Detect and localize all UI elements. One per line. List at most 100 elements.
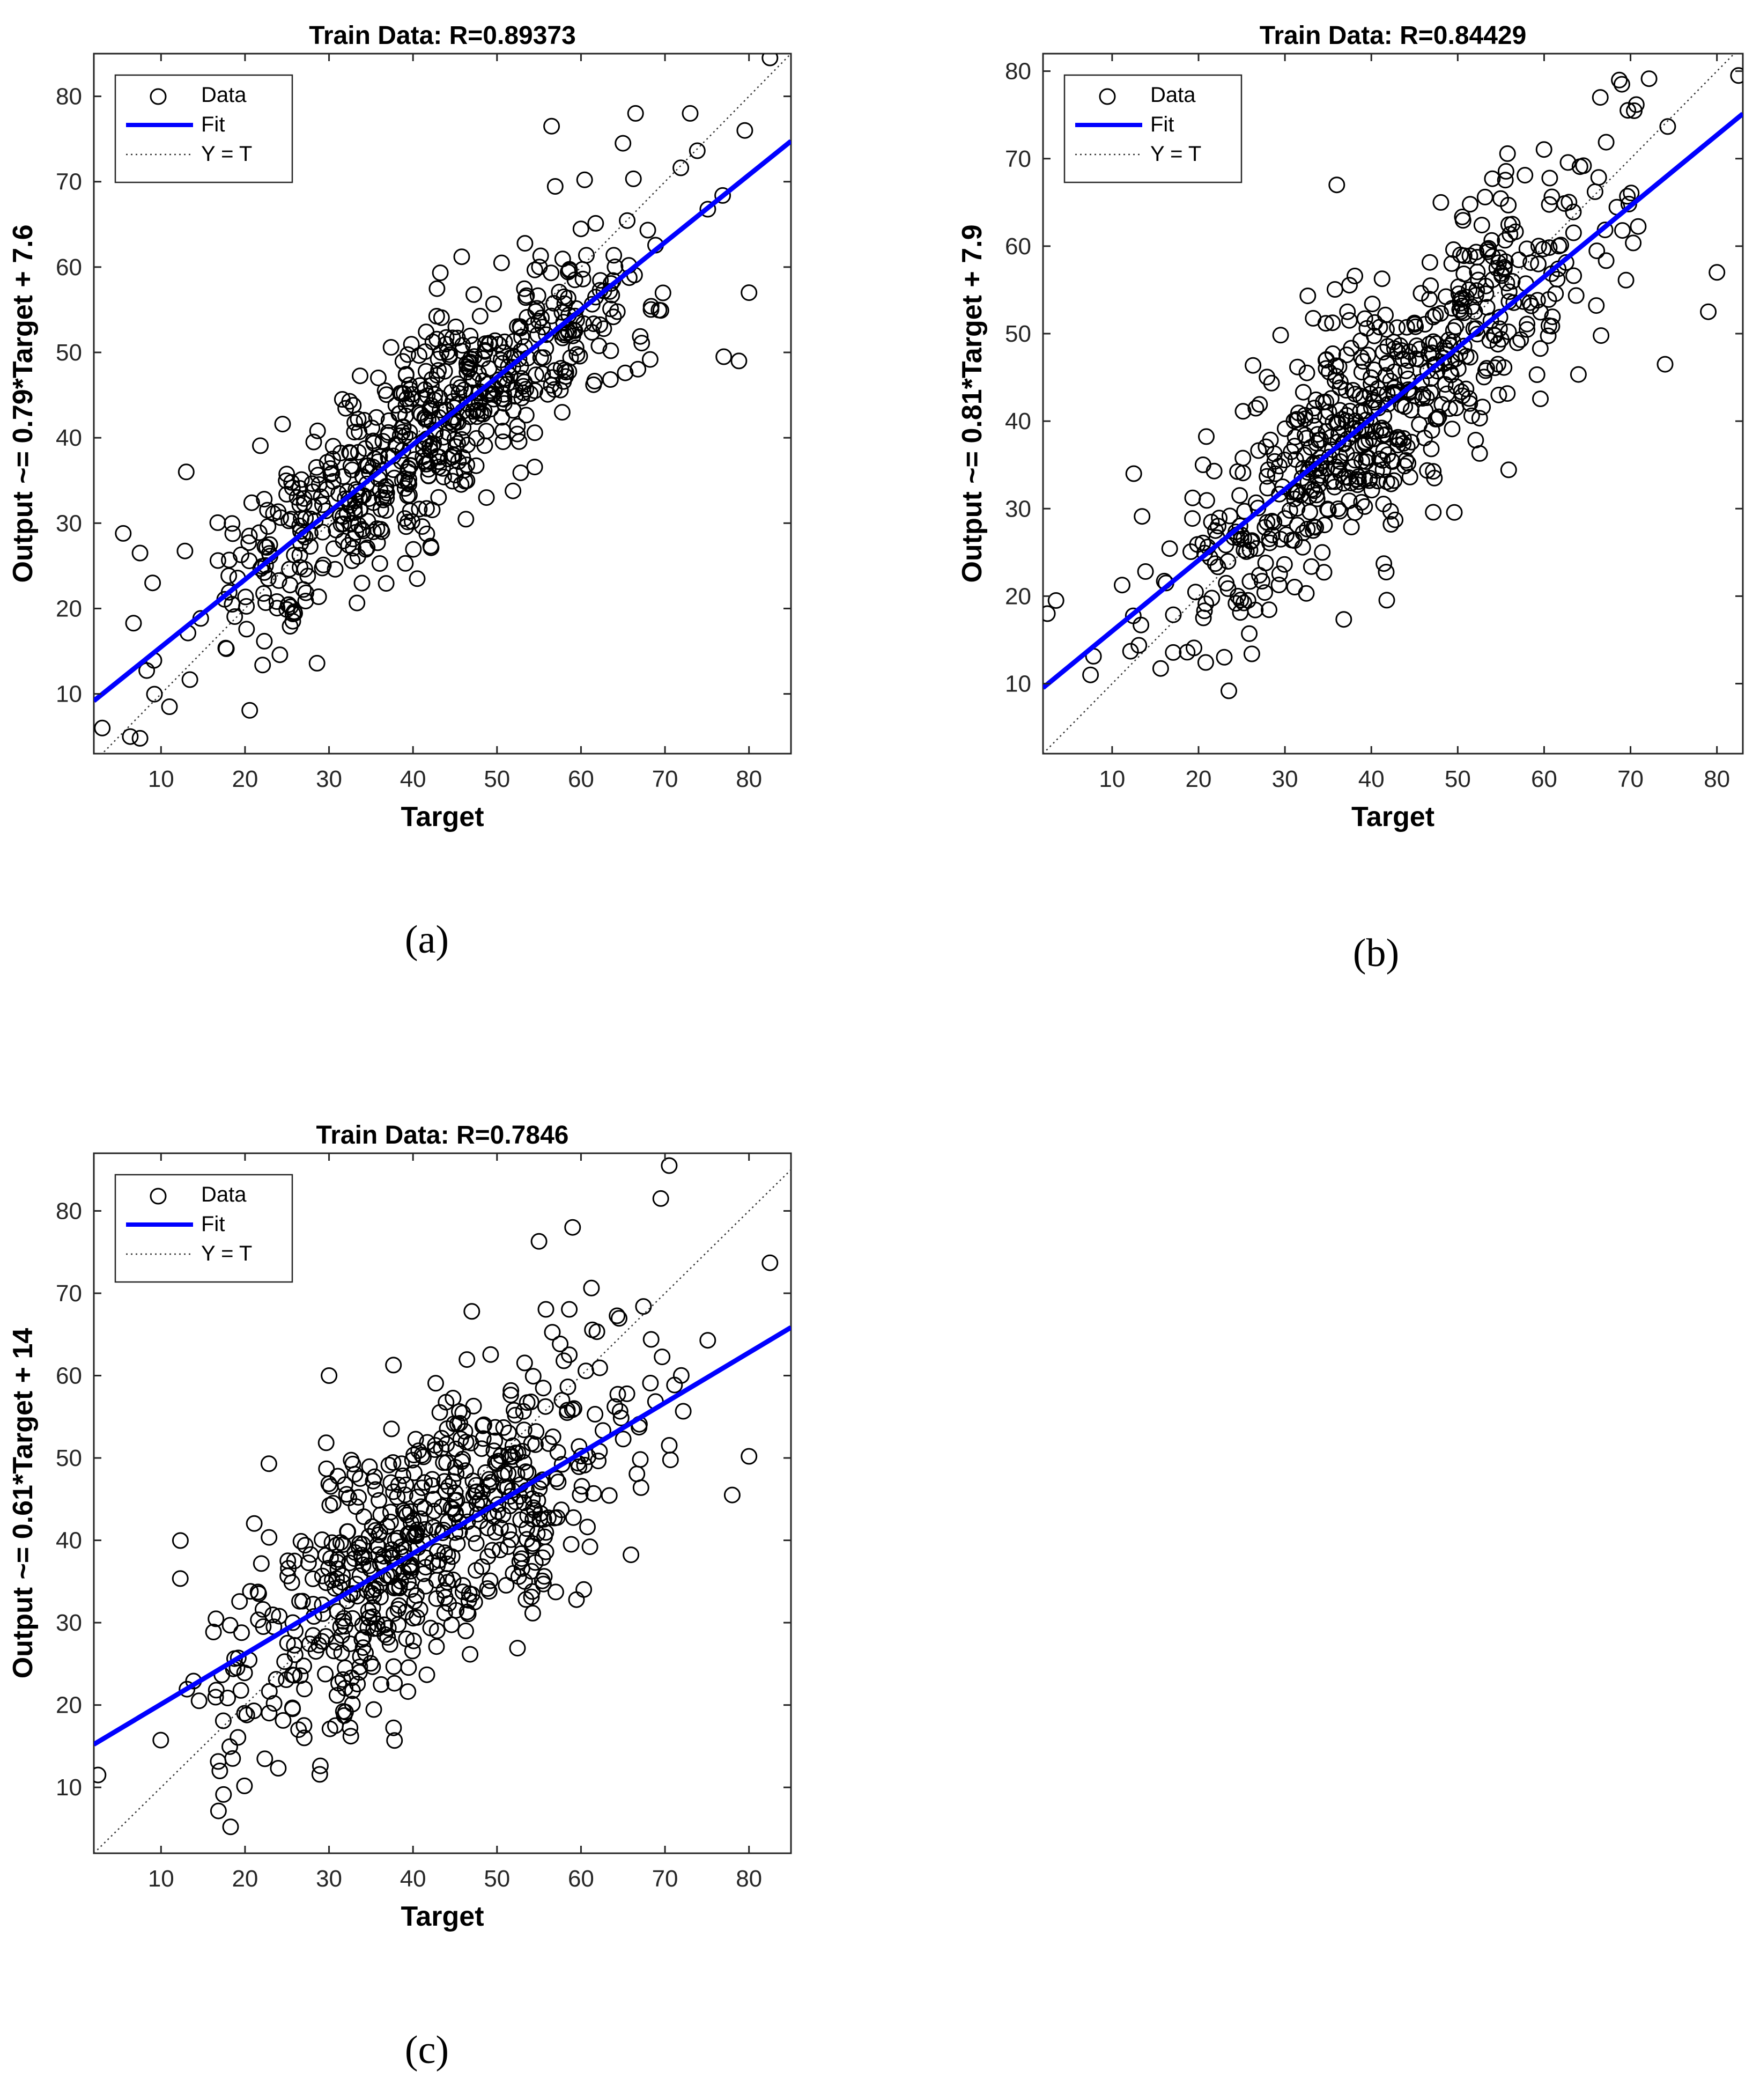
data-point bbox=[347, 524, 364, 541]
data-point bbox=[1532, 304, 1549, 321]
data-point bbox=[1571, 158, 1588, 175]
data-point bbox=[400, 1525, 417, 1542]
data-point bbox=[1617, 271, 1635, 289]
data-point bbox=[255, 585, 272, 602]
data-point bbox=[341, 393, 358, 410]
data-point bbox=[464, 403, 482, 420]
data-point bbox=[1570, 366, 1587, 383]
data-point bbox=[416, 1521, 433, 1538]
data-point bbox=[586, 373, 603, 389]
data-point bbox=[425, 435, 442, 452]
data-point bbox=[529, 1492, 546, 1509]
data-point bbox=[376, 1626, 394, 1643]
data-point bbox=[1509, 334, 1526, 351]
data-point bbox=[1179, 644, 1196, 661]
data-point bbox=[453, 476, 470, 493]
data-point bbox=[1613, 76, 1630, 93]
data-point bbox=[1588, 297, 1605, 314]
data-point bbox=[1316, 517, 1333, 534]
data-point bbox=[1389, 319, 1406, 336]
data-point bbox=[295, 1717, 313, 1734]
data-point bbox=[609, 303, 626, 320]
data-point bbox=[290, 1721, 307, 1738]
data-point bbox=[1364, 296, 1381, 313]
data-point bbox=[494, 423, 512, 439]
data-point bbox=[1356, 498, 1373, 515]
data-point bbox=[224, 596, 241, 613]
data-point bbox=[468, 1535, 485, 1552]
data-point bbox=[1598, 134, 1615, 151]
data-point bbox=[1272, 327, 1289, 344]
data-point bbox=[401, 424, 418, 441]
data-point bbox=[530, 1233, 548, 1250]
data-point bbox=[377, 482, 394, 498]
data-point bbox=[271, 646, 289, 664]
data-point bbox=[1497, 232, 1514, 249]
data-point bbox=[1489, 356, 1506, 373]
data-point bbox=[1659, 118, 1676, 135]
data-point bbox=[295, 495, 313, 512]
plot-area bbox=[94, 1157, 791, 1853]
data-point bbox=[379, 1629, 396, 1646]
data-point bbox=[524, 316, 542, 334]
legend-label: Y = T bbox=[1150, 142, 1201, 166]
data-point bbox=[1253, 573, 1270, 590]
x-tick-label: 60 bbox=[568, 1866, 594, 1892]
data-point bbox=[1477, 285, 1495, 303]
data-point bbox=[1402, 402, 1419, 419]
data-point bbox=[512, 1511, 529, 1528]
legend-box bbox=[114, 74, 293, 183]
data-point bbox=[1357, 435, 1374, 452]
data-point bbox=[1278, 526, 1295, 543]
data-point bbox=[280, 512, 298, 529]
data-point bbox=[652, 1190, 669, 1207]
data-point bbox=[1469, 326, 1486, 343]
data-point bbox=[433, 309, 450, 326]
data-point bbox=[1497, 163, 1514, 180]
data-point bbox=[507, 1406, 524, 1424]
data-point bbox=[144, 574, 161, 592]
data-point bbox=[642, 298, 660, 315]
data-point bbox=[560, 363, 578, 380]
data-point bbox=[1478, 360, 1495, 377]
data-point bbox=[211, 1763, 228, 1779]
data-point bbox=[344, 1610, 361, 1627]
data-point bbox=[516, 280, 533, 297]
data-point bbox=[1709, 264, 1726, 281]
data-point bbox=[462, 353, 479, 371]
x-tick-label: 30 bbox=[1272, 766, 1298, 792]
legend-data-marker bbox=[1099, 88, 1116, 105]
data-point bbox=[382, 339, 400, 356]
data-point bbox=[564, 1219, 581, 1236]
x-tick-label: 60 bbox=[568, 766, 594, 792]
data-point bbox=[552, 1336, 569, 1352]
data-point bbox=[1487, 327, 1504, 344]
data-point bbox=[1263, 526, 1281, 543]
legend-box bbox=[1063, 74, 1243, 183]
data-point bbox=[518, 1520, 535, 1537]
data-point bbox=[1640, 70, 1658, 87]
data-point bbox=[1266, 453, 1283, 470]
data-point bbox=[642, 1331, 660, 1348]
data-point bbox=[1593, 327, 1610, 344]
data-point bbox=[523, 1588, 540, 1605]
data-point bbox=[1353, 493, 1370, 511]
data-point bbox=[1611, 71, 1628, 89]
data-point bbox=[1493, 265, 1510, 282]
data-point bbox=[417, 1549, 434, 1566]
data-point bbox=[317, 1574, 335, 1591]
data-point bbox=[396, 1486, 413, 1504]
data-point bbox=[548, 1470, 565, 1487]
data-point bbox=[1243, 645, 1260, 662]
data-point bbox=[632, 328, 649, 345]
data-point bbox=[335, 1610, 352, 1627]
data-point bbox=[485, 386, 502, 403]
data-point bbox=[1453, 297, 1470, 314]
data-point bbox=[1271, 565, 1288, 583]
data-point bbox=[1326, 478, 1343, 496]
y-tick-label: 30 bbox=[56, 510, 82, 536]
data-point bbox=[554, 329, 571, 347]
data-point bbox=[595, 320, 612, 337]
data-point bbox=[1326, 281, 1343, 298]
